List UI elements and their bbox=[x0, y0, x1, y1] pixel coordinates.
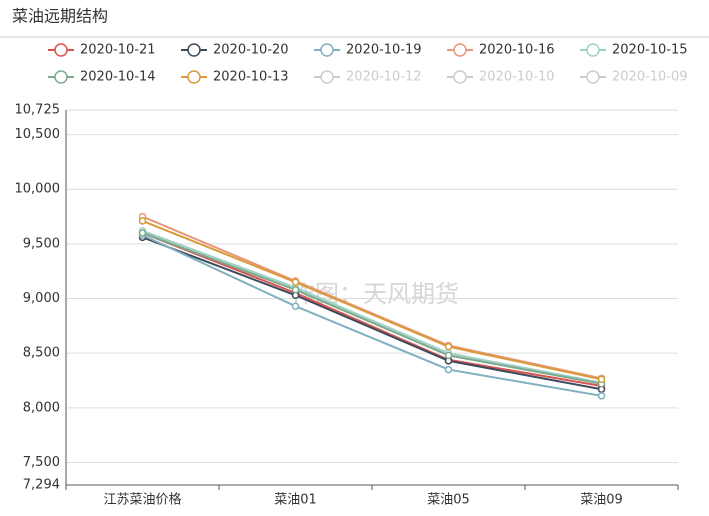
data-point bbox=[597, 392, 606, 400]
legend-label[interactable]: 2020-10-15 bbox=[612, 43, 688, 58]
y-tick-label: 10,000 bbox=[15, 182, 61, 197]
legend-label[interactable]: 2020-10-21 bbox=[80, 43, 156, 58]
legend-icon bbox=[586, 43, 600, 57]
x-tick-label: 菜油01 bbox=[274, 493, 317, 508]
data-point bbox=[444, 342, 453, 351]
legend-label[interactable]: 2020-10-09 bbox=[612, 70, 688, 85]
x-tick-label: 菜油09 bbox=[580, 493, 623, 508]
series-line bbox=[142, 234, 602, 397]
data-point bbox=[291, 302, 300, 310]
legend-icon bbox=[320, 43, 334, 57]
legend-label[interactable]: 2020-10-10 bbox=[479, 70, 555, 85]
x-tick-label: 江苏菜油价格 bbox=[103, 492, 181, 508]
data-point bbox=[138, 229, 147, 237]
legend-label[interactable]: 2020-10-20 bbox=[213, 43, 289, 58]
legend-icon bbox=[54, 70, 68, 84]
y-tick-label: 10,725 bbox=[15, 103, 61, 118]
x-tick-label: 菜油05 bbox=[427, 493, 470, 508]
y-tick-label: 8,000 bbox=[23, 400, 60, 415]
data-point bbox=[291, 286, 300, 294]
legend-icon bbox=[187, 43, 201, 57]
legend-icon bbox=[453, 43, 467, 57]
data-point bbox=[444, 365, 453, 374]
y-tick-label: 9,000 bbox=[23, 291, 60, 306]
data-point bbox=[138, 217, 147, 225]
y-tick-label: 9,500 bbox=[23, 236, 60, 251]
series-line bbox=[142, 232, 602, 385]
y-tick-label: 7,294 bbox=[23, 478, 60, 493]
series-line bbox=[142, 229, 602, 384]
legend-icon bbox=[187, 70, 201, 84]
legend-label[interactable]: 2020-10-19 bbox=[346, 43, 422, 58]
data-point bbox=[597, 375, 606, 384]
legend-label[interactable]: 2020-10-13 bbox=[213, 70, 289, 85]
y-tick-label: 10,500 bbox=[15, 127, 61, 142]
legend-icon bbox=[320, 70, 334, 84]
chart-title: 菜油远期结构 bbox=[12, 7, 108, 26]
series-line bbox=[142, 220, 602, 381]
y-tick-label: 7,500 bbox=[23, 455, 60, 470]
legend-icon bbox=[54, 43, 68, 57]
legend-label[interactable]: 2020-10-14 bbox=[80, 70, 156, 85]
data-point bbox=[291, 278, 300, 286]
data-point bbox=[444, 351, 453, 360]
legend-label[interactable]: 2020-10-16 bbox=[479, 43, 555, 58]
series-line bbox=[142, 215, 602, 380]
series-line bbox=[142, 232, 602, 387]
legend-label[interactable]: 2020-10-12 bbox=[346, 70, 422, 85]
y-tick-label: 8,500 bbox=[23, 346, 60, 361]
legend-icon bbox=[453, 70, 467, 84]
series-line bbox=[142, 236, 602, 391]
legend-icon bbox=[586, 70, 600, 84]
